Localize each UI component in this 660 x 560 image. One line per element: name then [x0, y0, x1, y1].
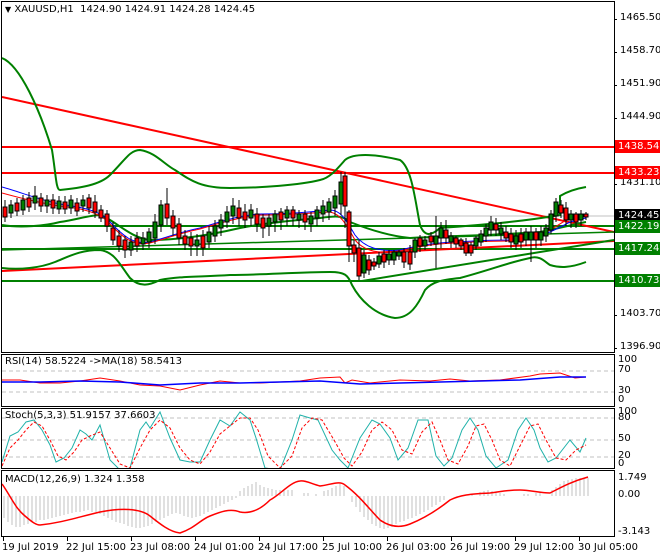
price-tick: 1431.10 — [620, 177, 660, 188]
symbol-label: XAUUSD,H1 — [14, 4, 74, 15]
stoch-title: Stoch(5,3,3) 51.9157 37.6603 — [5, 410, 156, 421]
time-tick: 25 Jul 10:00 — [322, 542, 382, 553]
stoch-main-line — [2, 410, 587, 468]
time-tick: 26 Jul 03:00 — [386, 542, 446, 553]
rsi-tick: 100 — [618, 354, 638, 365]
rsi-title: RSI(14) 58.5224 ->MA(18) 58.5413 — [5, 356, 182, 367]
stoch-tick: 20 — [618, 450, 631, 461]
ohlc-open: 1424.90 — [80, 4, 122, 15]
price-tick: 1465.50 — [620, 12, 660, 23]
ohlc-low: 1424.28 — [169, 4, 211, 15]
support-badge: 1422.19 — [615, 220, 660, 233]
time-tick: 26 Jul 19:00 — [450, 542, 510, 553]
ascending-trendline-green — [361, 239, 614, 282]
macd-tick: 1.749 — [618, 472, 647, 483]
macd-signal-line — [2, 476, 589, 534]
candlesticks — [2, 172, 589, 280]
stoch-tick: 50 — [618, 433, 631, 444]
resistance-badge: 1433.23 — [615, 166, 660, 179]
macd-tick: -3.143 — [618, 526, 651, 537]
chart-title: ▼ XAUUSD,H1 1424.90 1424.91 1424.28 1424… — [5, 4, 255, 15]
time-tick: 30 Jul 05:00 — [578, 542, 638, 553]
ohlc-close: 1424.45 — [213, 4, 256, 15]
macd-panel[interactable] — [1, 470, 615, 537]
time-tick: 22 Jul 15:00 — [66, 542, 126, 553]
support-badge: 1410.73 — [615, 274, 660, 287]
price-tick: 1458.70 — [620, 45, 660, 56]
stoch-signal-line — [2, 417, 587, 468]
macd-title: MACD(12,26,9) 1.324 1.358 — [5, 474, 145, 485]
time-tick: 19 Jul 2019 — [2, 542, 59, 553]
price-tick: 1451.90 — [620, 78, 660, 89]
current-price-badge: 1424.45 — [615, 209, 660, 222]
rsi-tick: 0 — [618, 394, 625, 405]
collapse-triangle-icon[interactable]: ▼ — [5, 5, 12, 14]
macd-tick: 0.00 — [618, 489, 641, 500]
price-tick: 1444.90 — [620, 111, 660, 122]
descending-trendline — [2, 96, 614, 233]
stoch-tick: 0 — [618, 458, 625, 469]
price-tick: 1403.70 — [620, 308, 660, 319]
stoch-tick: 80 — [618, 412, 631, 423]
rsi-ma-line — [2, 376, 586, 386]
time-tick: 29 Jul 12:00 — [514, 542, 574, 553]
ohlc-high: 1424.91 — [124, 4, 167, 15]
time-tick: 24 Jul 01:00 — [194, 542, 254, 553]
time-tick: 23 Jul 08:00 — [130, 542, 190, 553]
rsi-tick: 30 — [618, 385, 631, 396]
price-panel[interactable] — [1, 1, 615, 353]
stoch-tick: 100 — [618, 406, 638, 417]
ascending-trendline-red — [2, 240, 614, 272]
bollinger-lower — [2, 248, 587, 320]
resistance-badge: 1438.54 — [615, 140, 660, 153]
macd-histogram — [2, 476, 589, 534]
rsi-tick: 70 — [618, 364, 631, 375]
price-tick: 1396.90 — [620, 341, 660, 352]
support-badge: 1417.24 — [615, 242, 660, 255]
time-tick: 24 Jul 17:00 — [258, 542, 318, 553]
